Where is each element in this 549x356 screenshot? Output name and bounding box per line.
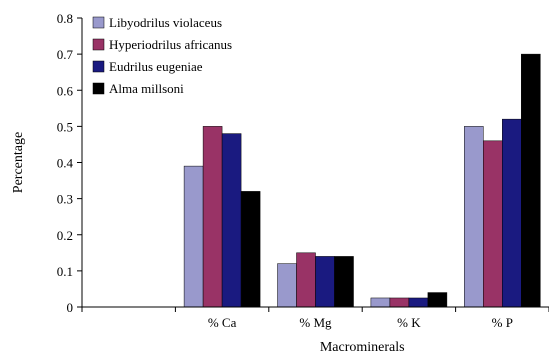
bars-group bbox=[183, 53, 541, 308]
y-axis-title: Percentage bbox=[11, 132, 26, 193]
legend-swatch bbox=[92, 38, 105, 51]
bar-libyodrilus-violaceus-p bbox=[464, 126, 484, 308]
bar-hyperiodrilus-africanus-mg bbox=[296, 252, 316, 308]
y-tick-label: 0.1 bbox=[57, 264, 73, 279]
bar-hyperiodrilus-africanus-ca bbox=[202, 126, 223, 308]
bar-hyperiodrilus-africanus-p bbox=[483, 140, 503, 308]
bar-eudrilus-eugeniae-p bbox=[502, 118, 522, 308]
bar-eudrilus-eugeniae-mg bbox=[315, 256, 335, 308]
y-tick-label: 0.3 bbox=[57, 192, 73, 207]
legend-swatch bbox=[92, 82, 105, 95]
bar-eudrilus-eugeniae-k bbox=[408, 297, 429, 308]
legend-label: Hyperiodrilus africanus bbox=[109, 37, 232, 52]
legend-label: Eudrilus eugeniae bbox=[109, 59, 203, 74]
category-labels: % Ca % Mg % K % P bbox=[208, 315, 513, 330]
bar-alma-millsoni-p bbox=[521, 53, 541, 308]
bar-alma-millsoni-mg bbox=[334, 256, 354, 308]
legend-label: Alma millsoni bbox=[109, 81, 184, 96]
y-tick-label: 0.2 bbox=[57, 228, 73, 243]
legend-swatch bbox=[92, 16, 105, 29]
legend-swatch bbox=[92, 60, 105, 73]
legend-label: Libyodrilus violaceus bbox=[109, 15, 222, 30]
bar-libyodrilus-violaceus-mg bbox=[277, 263, 297, 308]
bar-hyperiodrilus-africanus-k bbox=[389, 297, 410, 308]
x-axis-ticks bbox=[81, 307, 549, 312]
category-label: % Ca bbox=[208, 315, 237, 330]
bar-alma-millsoni-ca bbox=[240, 191, 261, 308]
category-label: % P bbox=[492, 315, 513, 330]
bar-alma-millsoni-k bbox=[427, 292, 448, 308]
y-tick-label: 0.7 bbox=[57, 47, 74, 62]
category-label: % Mg bbox=[299, 315, 332, 330]
bar-libyodrilus-violaceus-ca bbox=[183, 165, 204, 308]
x-axis-title: Macrominerals bbox=[320, 340, 405, 355]
legend: Libyodrilus violaceus Hyperiodrilus afric… bbox=[92, 15, 232, 96]
y-tick-label: 0 bbox=[67, 300, 74, 315]
bar-eudrilus-eugeniae-ca bbox=[221, 133, 242, 308]
bar-libyodrilus-violaceus-k bbox=[370, 297, 391, 308]
y-tick-label: 0.5 bbox=[57, 119, 73, 134]
category-label: % K bbox=[397, 315, 421, 330]
y-tick-label: 0.4 bbox=[57, 156, 74, 171]
y-axis-ticks: 0 0.1 0.2 0.3 0.4 0.5 0.6 0.7 0.8 bbox=[57, 11, 82, 315]
y-tick-label: 0.6 bbox=[57, 83, 74, 98]
y-tick-label: 0.8 bbox=[57, 11, 73, 26]
